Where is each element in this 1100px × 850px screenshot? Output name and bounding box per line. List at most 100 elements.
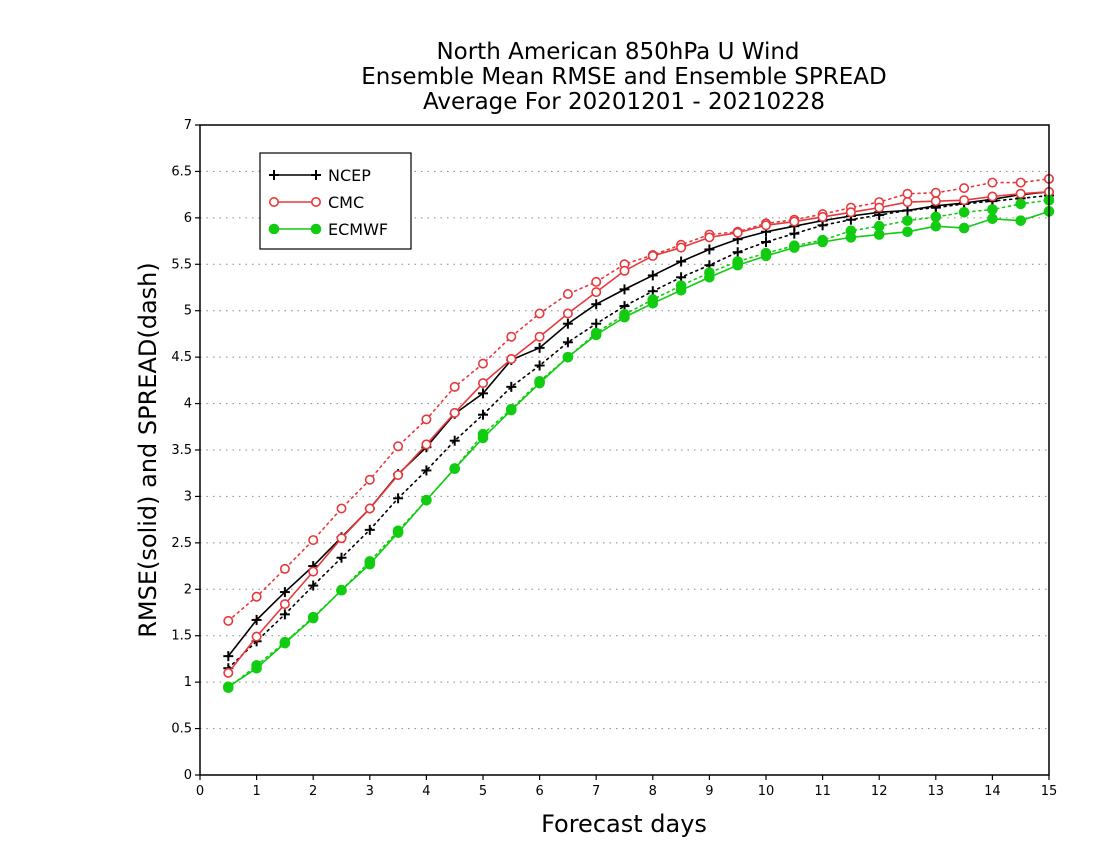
- ncep-spread-point: [591, 318, 602, 329]
- cmc-rmse-point: [562, 308, 573, 319]
- legend-label-cmc: CMC: [328, 193, 364, 212]
- cmc-spread-point: [1015, 177, 1026, 188]
- legend: NCEP CMC ECMWF: [259, 152, 412, 250]
- cmc-rmse-point: [732, 227, 743, 238]
- cmc-rmse-line: [227, 191, 1050, 674]
- cmc-rmse-point: [1015, 188, 1026, 199]
- x-tick-label: 7: [592, 784, 600, 799]
- ecmwf-rmse-point: [421, 494, 432, 506]
- cmc-rmse-point: [704, 232, 715, 243]
- cmc-rmse-point: [789, 216, 800, 227]
- ecmwf-spread-line: [227, 199, 1050, 689]
- y-tick-label: 4.5: [171, 350, 192, 365]
- ecmwf-rmse-point: [760, 250, 772, 262]
- cmc-rmse-point: [251, 631, 262, 642]
- ncep-spread-point: [732, 247, 743, 258]
- ecmwf-rmse-point: [619, 311, 630, 323]
- ncep-rmse-point: [591, 299, 602, 310]
- ecmwf-rmse-point: [873, 229, 885, 240]
- cmc-spread-point: [987, 177, 998, 188]
- cmc-rmse-point: [449, 407, 460, 418]
- legend-marker-cmc: [268, 197, 279, 208]
- ncep-spread-point: [449, 435, 460, 446]
- cmc-spread-point: [393, 441, 404, 452]
- ecmwf-rmse-point: [336, 584, 347, 596]
- ncep-rmse-point: [223, 651, 234, 662]
- y-tick-label: 1: [184, 675, 192, 690]
- ecmwf-rmse-point: [364, 558, 376, 570]
- ecmwf-rmse-point: [732, 259, 744, 271]
- y-tick-label: 6: [184, 211, 192, 226]
- x-tick-label: 9: [705, 784, 713, 799]
- legend-marker-ecmwf: [268, 223, 280, 235]
- ncep-rmse-point: [478, 388, 488, 399]
- ecmwf-rmse-point: [449, 463, 461, 474]
- cmc-spread-point: [477, 358, 488, 369]
- cmc-rmse-point: [845, 207, 856, 218]
- title-line-2: Ensemble Mean RMSE and Ensemble SPREAD: [361, 64, 886, 90]
- x-tick-label: 14: [984, 784, 1001, 799]
- y-tick-label: 0: [184, 768, 192, 783]
- y-tick-label: 7: [184, 118, 192, 133]
- cmc-rmse-point: [874, 202, 885, 213]
- ncep-spread-point: [534, 360, 545, 371]
- cmc-spread-point: [506, 331, 517, 342]
- ncep-rmse-point: [704, 244, 715, 255]
- cmc-spread-point: [534, 308, 545, 319]
- y-tick-label: 1.5: [171, 629, 192, 644]
- x-tick-label: 3: [366, 784, 374, 799]
- cmc-rmse-point: [619, 265, 630, 276]
- ecmwf-spread-point: [930, 211, 942, 223]
- cmc-rmse-point: [987, 191, 998, 202]
- cmc-spread-point: [336, 503, 347, 514]
- cmc-spread-point: [364, 474, 375, 485]
- cmc-rmse-point: [647, 250, 658, 261]
- cmc-spread-point: [308, 535, 319, 546]
- y-tick-label: 4: [184, 397, 192, 412]
- ecmwf-rmse-point: [902, 226, 913, 238]
- ecmwf-rmse-point: [845, 232, 857, 243]
- ncep-spread-point: [393, 493, 404, 504]
- y-tick-label: 5: [184, 304, 192, 319]
- ncep-rmse-point: [534, 342, 545, 353]
- series-ecmwf: [223, 194, 1055, 694]
- legend-box: [259, 152, 412, 250]
- cmc-rmse-point: [364, 503, 375, 514]
- ecmwf-rmse-point: [817, 236, 828, 248]
- legend-marker-ncep: [269, 170, 279, 180]
- ecmwf-rmse-point: [675, 284, 687, 296]
- cmc-rmse-point: [279, 599, 290, 610]
- cmc-rmse-point: [477, 378, 488, 389]
- cmc-rmse-point: [308, 566, 319, 577]
- cmc-rmse-point: [534, 331, 545, 342]
- cmc-rmse-point: [421, 439, 432, 450]
- ncep-spread-point: [336, 552, 347, 563]
- cmc-rmse-point: [223, 667, 234, 678]
- ncep-spread-point: [478, 409, 488, 420]
- ecmwf-rmse-point: [477, 432, 489, 444]
- ecmwf-rmse-point: [279, 637, 291, 649]
- cmc-spread-point: [591, 276, 602, 287]
- cmc-spread-point: [562, 288, 573, 299]
- title-line-3: Average For 20201201 - 20210228: [423, 89, 825, 115]
- ecmwf-rmse-point: [789, 242, 800, 253]
- ncep-rmse-point: [647, 270, 658, 281]
- x-tick-label: 1: [252, 784, 260, 799]
- ecmwf-rmse-point: [1015, 215, 1027, 226]
- y-tick-label: 2.5: [171, 536, 192, 551]
- ecmwf-spread-point: [1015, 198, 1027, 210]
- ncep-rmse-point: [251, 614, 262, 625]
- cmc-spread-point: [251, 591, 262, 602]
- y-tick-label: 0.5: [171, 722, 192, 737]
- cmc-rmse-point: [817, 211, 828, 222]
- cmc-spread-point: [223, 615, 234, 626]
- ncep-spread-point: [421, 465, 432, 476]
- ecmwf-rmse-point: [534, 377, 545, 389]
- cmc-spread-point: [279, 563, 290, 574]
- cmc-spread-point: [902, 188, 913, 199]
- ncep-rmse-point: [279, 587, 290, 598]
- ncep-spread-point: [308, 580, 319, 591]
- x-tick-label: 6: [535, 784, 543, 799]
- y-tick-label: 5.5: [171, 257, 192, 272]
